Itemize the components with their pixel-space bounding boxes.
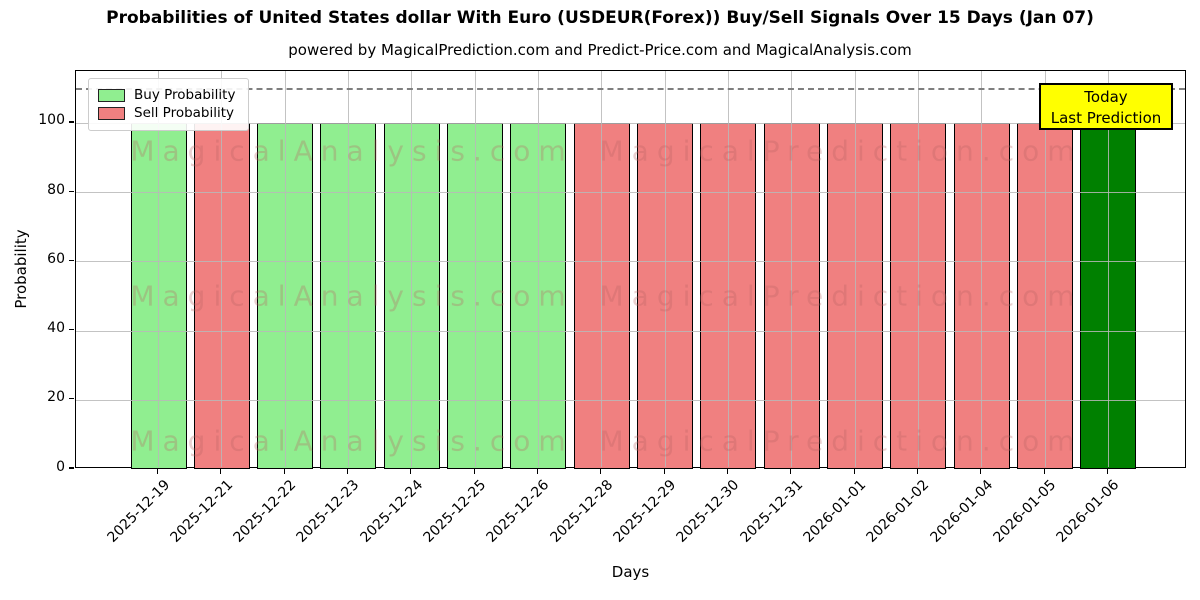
legend-label-buy: Buy Probability xyxy=(134,87,236,103)
chart-title: Probabilities of United States dollar Wi… xyxy=(106,8,1094,28)
x-tickmark xyxy=(220,469,222,474)
gridline-vertical xyxy=(917,71,919,467)
y-tick-label: 60 xyxy=(47,250,65,267)
sell-probability-swatch xyxy=(98,106,125,120)
gridline-vertical xyxy=(727,71,729,467)
legend: Buy Probability Sell Probability xyxy=(88,78,250,131)
gridline-vertical xyxy=(1107,71,1109,467)
x-tickmark xyxy=(1043,469,1045,474)
gridline-vertical xyxy=(981,71,983,467)
gridline-vertical xyxy=(347,71,349,467)
x-tickmark xyxy=(916,469,919,474)
gridline-vertical xyxy=(474,71,476,467)
x-tickmark xyxy=(473,469,475,474)
watermark-text: MagicalAnalysis.com xyxy=(130,279,574,313)
legend-item-buy: Buy Probability xyxy=(98,87,235,103)
x-tickmark xyxy=(156,469,159,474)
x-tickmark xyxy=(663,469,665,474)
gridline-vertical xyxy=(158,71,159,467)
legend-label-sell: Sell Probability xyxy=(134,105,235,121)
chart-subtitle: powered by MagicalPrediction.com and Pre… xyxy=(288,41,912,59)
dashed-threshold-line xyxy=(76,88,1185,91)
y-tick-label: 40 xyxy=(47,320,65,337)
today-last-prediction-annotation: Today Last Prediction xyxy=(1039,83,1173,130)
gridline-horizontal xyxy=(76,399,1185,401)
y-tick-label: 20 xyxy=(47,389,65,406)
gridline-vertical xyxy=(854,71,856,467)
y-tickmark xyxy=(69,190,74,192)
gridline-horizontal xyxy=(76,192,1185,194)
gridline-vertical xyxy=(664,71,666,467)
gridline-vertical xyxy=(1044,71,1046,467)
y-tick-label: 100 xyxy=(38,112,65,129)
gridline-horizontal xyxy=(76,261,1185,263)
gridline-vertical xyxy=(221,71,223,467)
y-tickmark xyxy=(69,259,74,261)
buy-probability-swatch xyxy=(98,88,125,102)
gridline-vertical xyxy=(601,71,603,467)
gridline-vertical xyxy=(411,71,413,467)
x-tickmark xyxy=(726,469,729,474)
x-axis-label: Days xyxy=(611,563,650,581)
gridline-horizontal xyxy=(76,330,1185,332)
y-tickmark xyxy=(69,398,74,400)
y-tickmark xyxy=(69,467,74,469)
x-tickmark xyxy=(790,469,792,474)
watermark-text: MagicalPrediction.com xyxy=(599,279,1083,313)
gridline-vertical xyxy=(791,71,793,467)
x-tickmark xyxy=(1106,469,1109,474)
gridline-vertical xyxy=(284,71,286,467)
annotation-line-1: Today xyxy=(1084,88,1128,106)
watermark-text: MagicalPrediction.com xyxy=(599,134,1083,168)
watermark-text: MagicalAnalysis.com xyxy=(130,134,574,168)
gridline-vertical xyxy=(537,71,539,467)
y-tickmark xyxy=(69,328,74,331)
x-tickmark xyxy=(536,469,539,474)
legend-item-sell: Sell Probability xyxy=(98,105,235,121)
x-tickmark xyxy=(980,469,982,474)
y-axis-label: Probability xyxy=(12,229,30,309)
y-tickmark xyxy=(69,121,74,123)
x-tickmark xyxy=(600,469,602,474)
annotation-line-2: Last Prediction xyxy=(1050,109,1162,127)
watermark-text: MagicalPrediction.com xyxy=(599,424,1083,458)
y-tick-label: 0 xyxy=(56,458,65,475)
y-tick-label: 80 xyxy=(47,181,65,198)
x-tickmark xyxy=(853,469,855,474)
plot-area: Buy Probability Sell Probability Today L… xyxy=(75,70,1186,469)
watermark-text: MagicalAnalysis.com xyxy=(130,424,574,458)
x-tickmark xyxy=(410,469,412,474)
gridline-horizontal xyxy=(76,122,1185,124)
x-tickmark xyxy=(346,469,349,474)
x-tickmark xyxy=(283,469,285,474)
